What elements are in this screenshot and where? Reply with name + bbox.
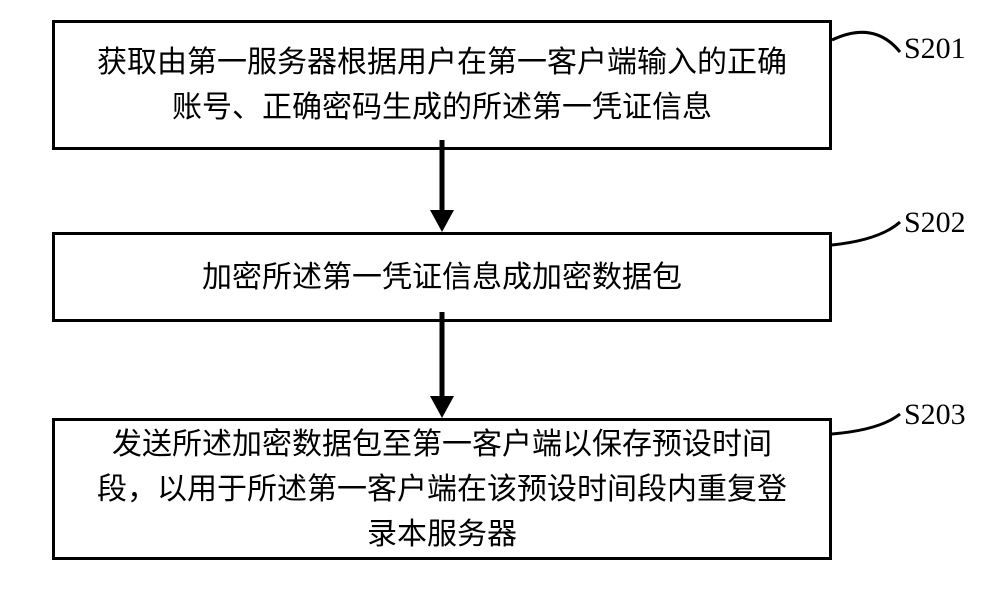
step-box-S203: 发送所述加密数据包至第一客户端以保存预设时间段，以用于所述第一客户端在该预设时间… [52,418,832,560]
step-box-S202: 加密所述第一凭证信息成加密数据包 [52,232,832,322]
step-label-S203: S203 [904,398,966,432]
step-text: 发送所述加密数据包至第一客户端以保存预设时间段，以用于所述第一客户端在该预设时间… [85,422,799,557]
step-box-S201: 获取由第一服务器根据用户在第一客户端输入的正确账号、正确密码生成的所述第一凭证信… [52,20,832,150]
flowchart-canvas: 获取由第一服务器根据用户在第一客户端输入的正确账号、正确密码生成的所述第一凭证信… [0,0,1000,597]
step-label-S202: S202 [904,206,966,240]
step-text: 加密所述第一凭证信息成加密数据包 [202,255,682,300]
step-text: 获取由第一服务器根据用户在第一客户端输入的正确账号、正确密码生成的所述第一凭证信… [85,40,799,130]
step-label-S201: S201 [904,32,966,66]
